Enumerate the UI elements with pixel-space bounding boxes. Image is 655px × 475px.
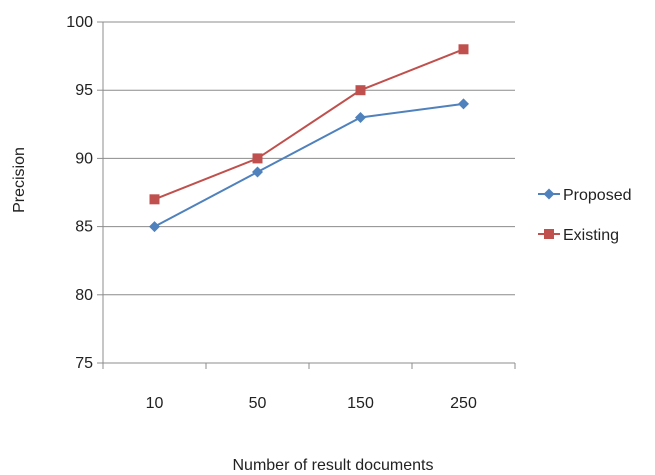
y-tick-label: 95 <box>75 82 93 99</box>
x-tick-label: 50 <box>249 395 267 412</box>
data-point-existing <box>355 85 366 96</box>
legend-marker-proposed <box>543 188 555 200</box>
y-tick-label: 100 <box>66 14 93 31</box>
y-tick-labels: 75 80 85 90 95 100 <box>66 14 93 372</box>
axes <box>97 21 516 369</box>
gridlines <box>103 21 515 296</box>
x-axis-title: Number of result documents <box>233 457 434 474</box>
legend-marker-existing <box>544 229 554 239</box>
legend-label-existing: Existing <box>563 227 619 244</box>
y-tick-label: 80 <box>75 287 93 304</box>
legend-label-proposed: Proposed <box>563 187 632 204</box>
data-point-existing <box>149 194 160 205</box>
data-point-proposed <box>355 111 366 123</box>
data-point-proposed <box>458 98 469 110</box>
y-tick-label: 90 <box>75 150 93 167</box>
data-point-existing <box>458 44 469 55</box>
y-tick-label: 75 <box>75 355 93 372</box>
series-line-proposed <box>154 102 464 228</box>
legend: Proposed Existing <box>538 187 632 244</box>
x-tick-labels: 10 50 150 250 <box>146 395 477 412</box>
data-point-proposed <box>252 166 263 178</box>
y-axis-title: Precision <box>11 147 28 213</box>
data-point-existing <box>252 153 263 164</box>
y-tick-label: 85 <box>75 219 93 236</box>
x-tick-label: 250 <box>450 395 477 412</box>
x-tick-label: 10 <box>146 395 164 412</box>
data-point-proposed <box>149 221 160 233</box>
series-line-existing <box>154 48 464 201</box>
series-group <box>149 44 469 233</box>
x-tick-label: 150 <box>347 395 374 412</box>
